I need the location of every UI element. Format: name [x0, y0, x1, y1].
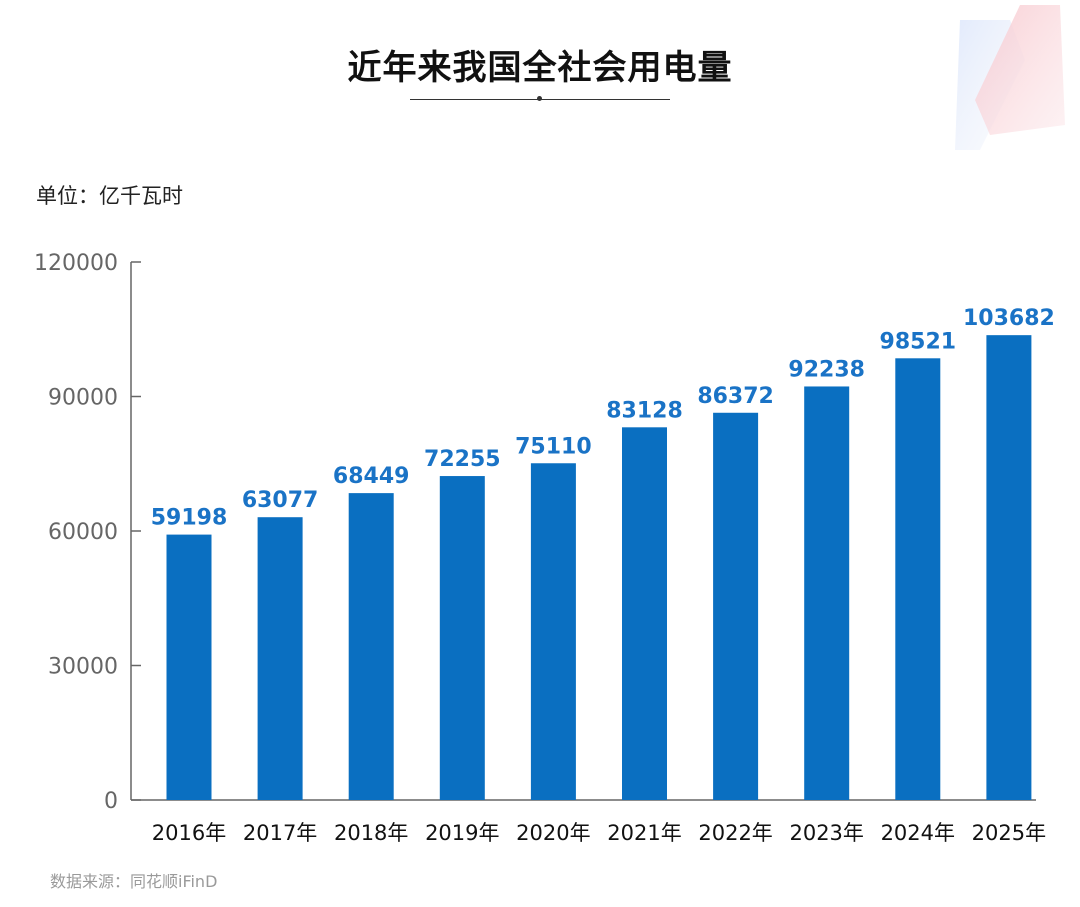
unit-label: 单位：亿千瓦时 [36, 184, 183, 208]
x-tick-label-7: 2023年 [789, 821, 863, 845]
bar-6 [713, 412, 759, 800]
bar-4 [530, 463, 576, 800]
bar-3 [439, 476, 485, 800]
x-tick-label-1: 2017年 [243, 821, 317, 845]
bar-5 [622, 427, 667, 800]
title-underline-dot [537, 96, 542, 101]
y-tick-label-3: 90000 [48, 386, 118, 411]
x-tick-label-8: 2024年 [881, 821, 955, 845]
y-tick-label-4: 120000 [34, 251, 118, 276]
x-tick-label-6: 2022年 [698, 821, 772, 845]
y-tick-label-0: 0 [104, 789, 118, 814]
data-label-7: 92238 [788, 357, 865, 382]
x-tick-label-5: 2021年 [607, 821, 681, 845]
data-label-9: 103682 [963, 306, 1055, 331]
chart-title: 近年来我国全社会用电量 [347, 48, 733, 88]
data-source: 数据来源：同花顺iFinD [50, 872, 218, 891]
data-label-8: 98521 [880, 329, 957, 354]
bar-0 [166, 534, 212, 800]
data-label-4: 75110 [515, 434, 592, 459]
y-tick-label-2: 60000 [48, 520, 118, 545]
data-label-6: 86372 [697, 384, 774, 409]
bar-2 [348, 493, 394, 800]
data-label-2: 68449 [333, 464, 410, 489]
data-label-1: 63077 [242, 488, 319, 513]
x-tick-label-3: 2019年 [425, 821, 499, 845]
bar-1 [257, 517, 303, 800]
x-tick-label-0: 2016年 [152, 821, 226, 845]
x-tick-label-9: 2025年 [972, 821, 1046, 845]
data-label-5: 83128 [606, 398, 683, 423]
x-tick-label-2: 2018年 [334, 821, 408, 845]
data-label-3: 72255 [424, 447, 501, 472]
bar-8 [895, 358, 941, 800]
bar-7 [804, 386, 850, 800]
data-label-0: 59198 [151, 506, 228, 531]
bar-9 [986, 335, 1032, 800]
decorative-ribbon [950, 0, 1080, 160]
x-tick-label-4: 2020年 [516, 821, 590, 845]
y-tick-label-1: 30000 [48, 655, 118, 680]
